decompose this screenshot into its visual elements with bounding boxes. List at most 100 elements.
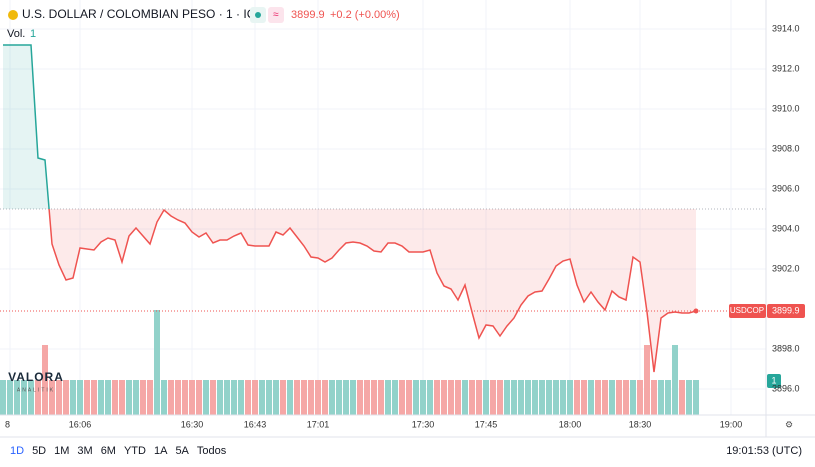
volume-bar xyxy=(98,380,104,415)
price-change: +0.2 (+0.00%) xyxy=(330,9,400,21)
volume-bar xyxy=(546,380,552,415)
volume-bar xyxy=(616,380,622,415)
volume-bar xyxy=(147,380,153,415)
volume-bar xyxy=(63,380,69,415)
y-tick-label: 3898.0 xyxy=(772,343,800,353)
volume-bar xyxy=(42,345,48,415)
volume-bar xyxy=(35,380,41,415)
volume-bar xyxy=(273,380,279,415)
range-button[interactable]: 5A xyxy=(175,445,189,457)
volume-bar xyxy=(490,380,496,415)
volume-bar xyxy=(112,380,118,415)
volume-bar xyxy=(105,380,111,415)
volume-bar xyxy=(686,380,692,415)
volume-bar xyxy=(399,380,405,415)
x-tick-label: 19:00 xyxy=(720,419,743,429)
x-tick-label: 17:01 xyxy=(307,419,330,429)
volume-bar xyxy=(119,380,125,415)
volume-bar xyxy=(252,380,258,415)
volume-bar xyxy=(357,380,363,415)
range-button[interactable]: YTD xyxy=(124,445,146,457)
volume-bar xyxy=(210,380,216,415)
x-tick-label: 8 xyxy=(5,419,10,429)
range-button[interactable]: Todos xyxy=(197,445,227,457)
volume-bar xyxy=(217,380,223,415)
x-tick-label: 16:06 xyxy=(69,419,92,429)
volume-bar xyxy=(693,380,699,415)
price-badge xyxy=(767,304,805,318)
volume-bar xyxy=(679,380,685,415)
price-line xyxy=(3,44,697,373)
range-button[interactable]: 1D xyxy=(10,445,24,457)
symbol-title: U.S. DOLLAR / COLOMBIAN PESO · 1 · ICE xyxy=(22,7,263,21)
volume-bar xyxy=(434,380,440,415)
compare-icon: ≈ xyxy=(273,10,279,21)
volume-bar xyxy=(574,380,580,415)
range-button[interactable]: 5D xyxy=(32,445,46,457)
settings-icon[interactable]: ⚙ xyxy=(785,419,793,429)
volume-bar xyxy=(294,380,300,415)
volume-bar xyxy=(154,310,160,415)
volume-bar xyxy=(245,380,251,415)
volume-bar xyxy=(672,345,678,415)
volume-bar xyxy=(665,380,671,415)
volume-bar xyxy=(315,380,321,415)
x-tick-label: 18:30 xyxy=(629,419,652,429)
volume-bar xyxy=(518,380,524,415)
clock: 19:01:53 (UTC) xyxy=(726,445,802,457)
volume-bar xyxy=(602,380,608,415)
range-button[interactable]: 1M xyxy=(54,445,69,457)
volume-title: Vol. xyxy=(7,28,25,40)
volume-bar xyxy=(14,380,20,415)
compare-button[interactable] xyxy=(268,7,284,23)
volume-bar xyxy=(322,380,328,415)
volume-bar xyxy=(609,380,615,415)
volume-bar xyxy=(28,380,34,415)
volume-bar xyxy=(427,380,433,415)
volume-bar xyxy=(455,380,461,415)
y-tick-label: 3910.0 xyxy=(772,103,800,113)
volume-bar xyxy=(581,380,587,415)
x-tick-label: 17:30 xyxy=(412,419,435,429)
volume-bar xyxy=(567,380,573,415)
volume-bar xyxy=(511,380,517,415)
volume-bar xyxy=(532,380,538,415)
volume-bar xyxy=(301,380,307,415)
x-tick-label: 18:00 xyxy=(559,419,582,429)
volume-bar xyxy=(448,380,454,415)
volume-bar xyxy=(644,345,650,415)
volume-bar xyxy=(483,380,489,415)
volume-value: 1 xyxy=(30,28,36,40)
volume-bar xyxy=(77,380,83,415)
range-button[interactable]: 6M xyxy=(101,445,116,457)
volume-badge xyxy=(767,374,781,388)
y-tick-label: 3896.0 xyxy=(772,383,800,393)
volume-bar xyxy=(406,380,412,415)
price-badge-label: 3899.9 xyxy=(772,305,800,315)
volume-bar xyxy=(420,380,426,415)
volume-bar xyxy=(469,380,475,415)
volume-bar xyxy=(343,380,349,415)
volume-bar xyxy=(91,380,97,415)
range-button[interactable]: 1A xyxy=(154,445,168,457)
last-point xyxy=(693,308,699,314)
volume-bar xyxy=(168,380,174,415)
status-dot xyxy=(255,12,261,18)
volume-bar xyxy=(595,380,601,415)
logo-name: VALORA xyxy=(8,370,64,384)
volume-bar xyxy=(70,380,76,415)
range-button[interactable]: 3M xyxy=(77,445,92,457)
y-tick-label: 3908.0 xyxy=(772,143,800,153)
range-toolbar: 1D 5D 1M 3M 6M YTD 1A 5A Todos xyxy=(10,445,227,457)
volume-bar xyxy=(462,380,468,415)
volume-bar xyxy=(84,380,90,415)
volume-bar xyxy=(588,380,594,415)
volume-bar xyxy=(504,380,510,415)
volume-bar xyxy=(623,380,629,415)
y-tick-label: 3902.0 xyxy=(772,263,800,273)
volume-bar xyxy=(126,380,132,415)
volume-bar xyxy=(231,380,237,415)
volume-bar xyxy=(133,380,139,415)
volume-bar xyxy=(49,380,55,415)
